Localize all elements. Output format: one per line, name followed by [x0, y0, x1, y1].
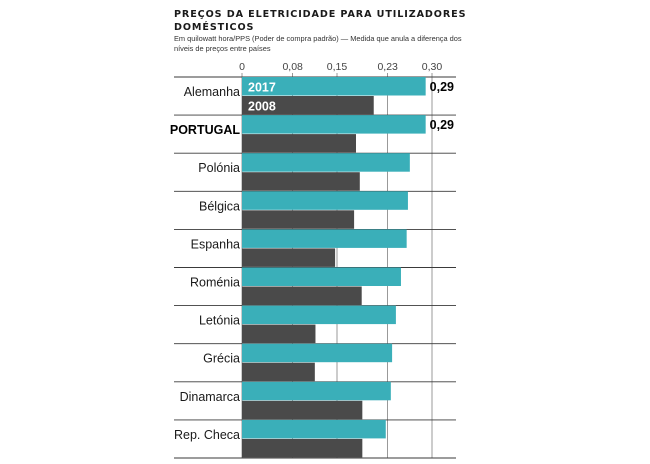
chart-subtitle-line-2: níveis de preços entre países [174, 44, 271, 53]
bar-2017 [242, 381, 391, 401]
category-label: Letónia [199, 314, 240, 328]
bar-2008 [242, 362, 315, 382]
bar-2008 [242, 400, 363, 420]
bar-2008 [242, 172, 360, 191]
x-tick-label: 0 [239, 61, 245, 73]
bar-2017 [242, 77, 426, 96]
bar-2008 [242, 438, 363, 458]
bar-2017 [242, 153, 410, 172]
category-label: PORTUGAL [170, 123, 241, 137]
series-label-2008: 2008 [248, 100, 276, 114]
series-label-2017: 2017 [248, 81, 276, 95]
bar-2017 [242, 191, 408, 210]
category-label: Espanha [191, 237, 240, 251]
bar-2008 [242, 286, 362, 305]
data-label: 0,29 [430, 118, 454, 132]
bar-2008 [242, 96, 374, 115]
category-label: Rep. Checa [174, 428, 240, 442]
bar-2008 [242, 324, 316, 344]
category-label: Grécia [203, 352, 240, 366]
bar-2017 [242, 305, 396, 325]
bar-2008 [242, 210, 355, 229]
bar-2017 [242, 229, 407, 248]
chart-title-line-2: DOMÉSTICOS [174, 20, 254, 33]
chart-title-line-1: PREÇOS DA ELETRICIDADE PARA UTILIZADORES [174, 9, 466, 20]
data-label: 0,29 [430, 80, 454, 94]
category-label: Bélgica [199, 199, 240, 213]
x-tick-label: 0,15 [327, 61, 348, 73]
x-tick-label: 0,30 [422, 61, 443, 73]
chart-subtitle-line-1: Em quilowatt hora/PPS (Poder de compra p… [174, 34, 462, 43]
bar-2008 [242, 248, 336, 267]
bar-2017 [242, 343, 393, 363]
category-label: Polónia [198, 161, 240, 175]
category-label: Dinamarca [180, 390, 240, 404]
bar-2017 [242, 267, 401, 286]
plot-area: 0 0,08 0,15 0,23 0,30 Alemanha 2017 2008 0,29 POR… [170, 61, 456, 459]
bar-2017 [242, 419, 386, 439]
bar-2017 [242, 115, 426, 134]
x-tick-label: 0,23 [377, 61, 398, 73]
category-label: Alemanha [184, 85, 240, 99]
bar-2008 [242, 134, 356, 153]
category-label: Roménia [190, 276, 240, 290]
x-tick-label: 0,08 [282, 61, 303, 73]
